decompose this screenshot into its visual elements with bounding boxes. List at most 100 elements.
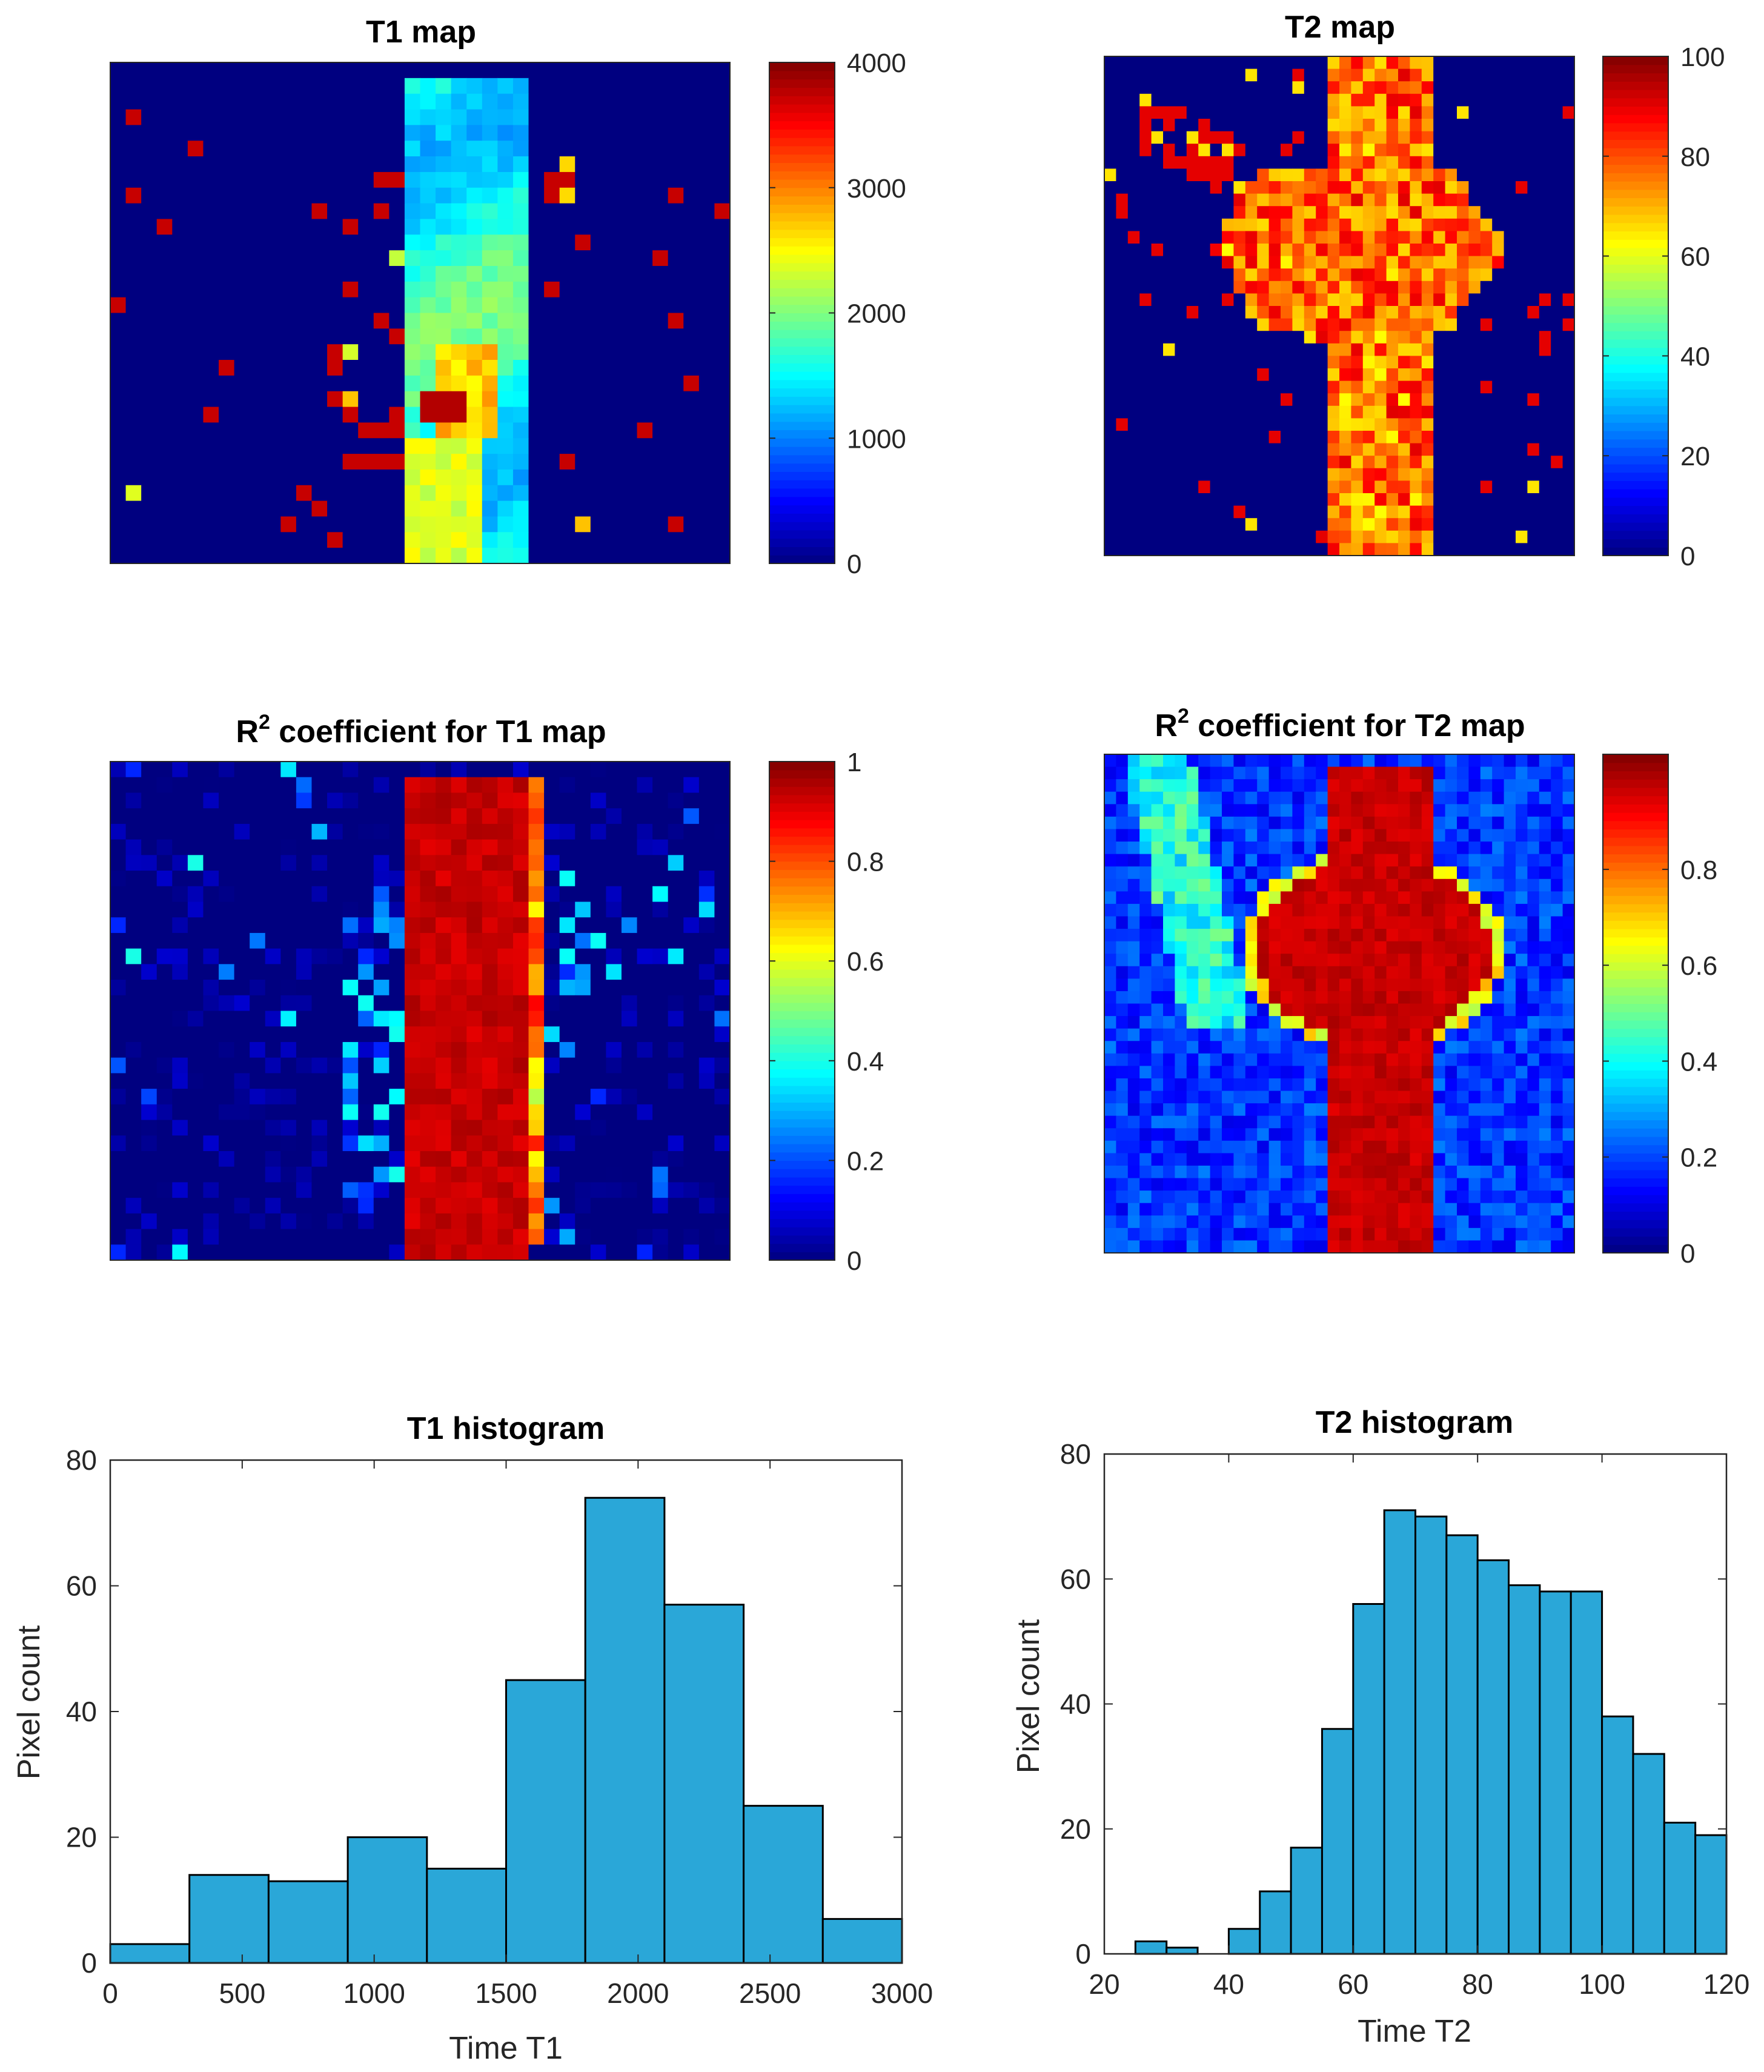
r2t1-img-cell [296, 1151, 313, 1167]
t1map-img-cell [497, 219, 514, 235]
t2map-img-cell [1210, 468, 1222, 481]
r2t2-img-cell [1222, 878, 1234, 892]
r2t2-img-cell [1268, 791, 1281, 805]
t1map-img-cell [668, 125, 684, 141]
r2t1-img-cell [497, 839, 514, 855]
t1map-cbar-segment [769, 262, 835, 272]
t1map-cbar-segment [769, 229, 835, 239]
t1map-img-cell [512, 375, 529, 392]
t2map-img-cell [1457, 81, 1469, 95]
t1map-img-cell [637, 500, 653, 517]
t2map-img-cell [1127, 368, 1140, 382]
r2t2-img-cell [1339, 804, 1351, 817]
t2map-img-cell [1104, 206, 1116, 219]
r2t1-img-cell [698, 762, 715, 778]
r2t2-img-cell [1304, 791, 1316, 805]
t2map-img-cell [1516, 493, 1528, 506]
t2map-img-cell [1281, 468, 1293, 481]
t1map-img-cell [265, 234, 281, 251]
r2t1-img-cell [466, 777, 483, 794]
t1map-img-cell [668, 469, 684, 486]
t1map-img-cell [497, 250, 514, 267]
t2map-img-cell [1186, 206, 1199, 219]
t1map-img-cell [311, 203, 328, 220]
t2map-img-cell [1268, 493, 1281, 506]
t1map-img-cell [141, 219, 158, 235]
r2t1-img-cell [141, 1089, 158, 1105]
t2map-img-cell [1386, 543, 1399, 556]
t1map-img-cell [203, 548, 219, 564]
r2t1-img-cell [683, 1057, 700, 1074]
t2map-img-cell [1457, 293, 1469, 307]
r2t1-img-cell [265, 1041, 281, 1058]
r2t2-img-cell [1445, 816, 1457, 830]
r2t2-img-cell [1386, 916, 1399, 929]
t2map-img-cell [1398, 106, 1410, 119]
r2t1-img-cell [544, 1089, 560, 1105]
r2t1-cbar-segment [769, 1177, 835, 1186]
t2map-img-cell [1257, 106, 1270, 119]
t2map-img-cell [1104, 306, 1116, 319]
t2map-img-cell [1233, 293, 1246, 307]
r2t1-img-cell [683, 823, 700, 840]
t2map-img-cell [1198, 168, 1211, 182]
t1map-img-cell [621, 297, 638, 314]
t1map-img-cell [296, 328, 313, 345]
t2map-img-cell [1562, 56, 1575, 70]
r2-t2-title: R2 coefficient for T2 map [1155, 705, 1525, 743]
r2t1-img-cell [265, 1151, 281, 1167]
t2map-img-cell [1186, 193, 1199, 207]
t1map-img-cell [296, 407, 313, 423]
r2t1-img-cell [172, 808, 188, 825]
t1map-img-cell [265, 109, 281, 125]
t2map-img-cell [1198, 106, 1211, 119]
t1map-img-cell [497, 125, 514, 141]
t2map-img-cell [1316, 505, 1328, 519]
r2t1-img-cell [683, 1026, 700, 1043]
r2t2-img-cell [1562, 804, 1575, 817]
t1map-img-cell [203, 360, 219, 376]
r2t1-img-cell [358, 777, 374, 794]
t1map-img-cell [420, 250, 436, 267]
t1map-img-cell [342, 250, 359, 267]
r2t2-img-cell [1457, 779, 1469, 792]
t2map-img-cell [1281, 530, 1293, 543]
r2t1-img-cell [590, 1089, 606, 1105]
r2t1-img-cell [621, 1182, 638, 1198]
r2t1-img-cell [311, 948, 328, 965]
r2t2-img-cell [1245, 791, 1258, 805]
r2t2-img-cell [1562, 891, 1575, 905]
r2t1-img-cell [125, 1182, 142, 1198]
t2map-img-cell [1198, 244, 1211, 257]
t1map-img-cell [187, 109, 204, 125]
r2t1-img-cell [156, 777, 173, 794]
r2t2-img-cell [1151, 842, 1164, 855]
t2map-img-cell [1139, 144, 1152, 157]
r2t2-img-cell [1210, 929, 1222, 942]
t2map-img-cell [1551, 405, 1563, 419]
t2map-img-cell [1362, 206, 1375, 219]
r2t1-img-cell [512, 917, 529, 934]
r2t2-img-cell [1175, 842, 1187, 855]
r2t1-img-cell [156, 1244, 173, 1261]
t1map-img-cell [156, 548, 173, 564]
r2t2-img-cell [1457, 804, 1469, 817]
t2map-img-cell [1421, 318, 1434, 331]
t1map-img-cell [528, 375, 545, 392]
t2map-img-cell [1304, 306, 1316, 319]
r2t1-cbar-tick-label: 0 [847, 1246, 861, 1276]
r2t1-img-cell [342, 964, 359, 980]
t2map-img-cell [1421, 206, 1434, 219]
t2map-img-cell [1127, 480, 1140, 494]
t1map-img-cell [436, 78, 452, 95]
t1map-img-cell [311, 125, 328, 141]
t2map-img-cell [1339, 93, 1351, 107]
t1map-img-cell [606, 422, 622, 439]
r2t1-img-cell [544, 948, 560, 965]
t2map-img-cell [1316, 480, 1328, 494]
t1map-img-cell [125, 422, 142, 439]
t1map-img-cell [296, 422, 313, 439]
t2map-img-cell [1127, 418, 1140, 431]
t1map-img-cell [482, 125, 498, 141]
t2map-img-cell [1175, 268, 1187, 282]
